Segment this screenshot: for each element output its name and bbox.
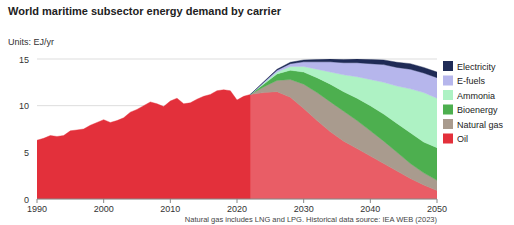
y-tick-label: 0 xyxy=(24,195,29,205)
x-tick xyxy=(370,199,371,203)
y-tick-label: 15 xyxy=(19,55,29,65)
legend-swatch xyxy=(443,134,453,144)
chart: World maritime subsector energy demand b… xyxy=(0,0,514,225)
x-tick-label: 2040 xyxy=(360,204,380,214)
legend-label: Bioenergy xyxy=(457,105,498,115)
subtitle: Units: EJ/yr xyxy=(8,37,54,47)
area xyxy=(250,59,437,94)
legend-swatch xyxy=(443,119,453,129)
x-tick xyxy=(237,199,238,203)
x-tick-label: 2000 xyxy=(94,204,114,214)
legend-swatch xyxy=(443,90,453,100)
legend-swatch xyxy=(443,76,453,86)
x-tick xyxy=(437,199,438,203)
title: World maritime subsector energy demand b… xyxy=(8,5,282,17)
legend-label: Natural gas xyxy=(457,120,504,130)
x-tick-label: 2050 xyxy=(427,204,447,214)
projection-shade xyxy=(250,59,437,199)
plot-area xyxy=(37,59,437,199)
legend-label: Electricity xyxy=(457,62,496,72)
x-tick xyxy=(37,199,38,203)
x-tick-label: 2030 xyxy=(294,204,314,214)
x-tick-label: 2010 xyxy=(160,204,180,214)
x-tick xyxy=(103,199,104,203)
x-tick-label: 2020 xyxy=(227,204,247,214)
legend-swatch xyxy=(443,105,453,115)
legend: Electricity E-fuels Ammonia Bioenergy Natura… xyxy=(443,61,504,144)
legend-swatch xyxy=(443,61,453,71)
y-tick-label: 10 xyxy=(19,101,29,111)
legend-label: E-fuels xyxy=(457,76,486,86)
grid-line xyxy=(37,59,437,60)
legend-label: Ammonia xyxy=(457,91,495,101)
x-tick xyxy=(170,199,171,203)
y-tick-label: 5 xyxy=(24,148,29,158)
x-tick xyxy=(303,199,304,203)
legend-label: Oil xyxy=(457,134,468,144)
x-tick-label: 1990 xyxy=(27,204,47,214)
footnote: Natural gas includes LNG and LPG. Histor… xyxy=(185,215,438,224)
